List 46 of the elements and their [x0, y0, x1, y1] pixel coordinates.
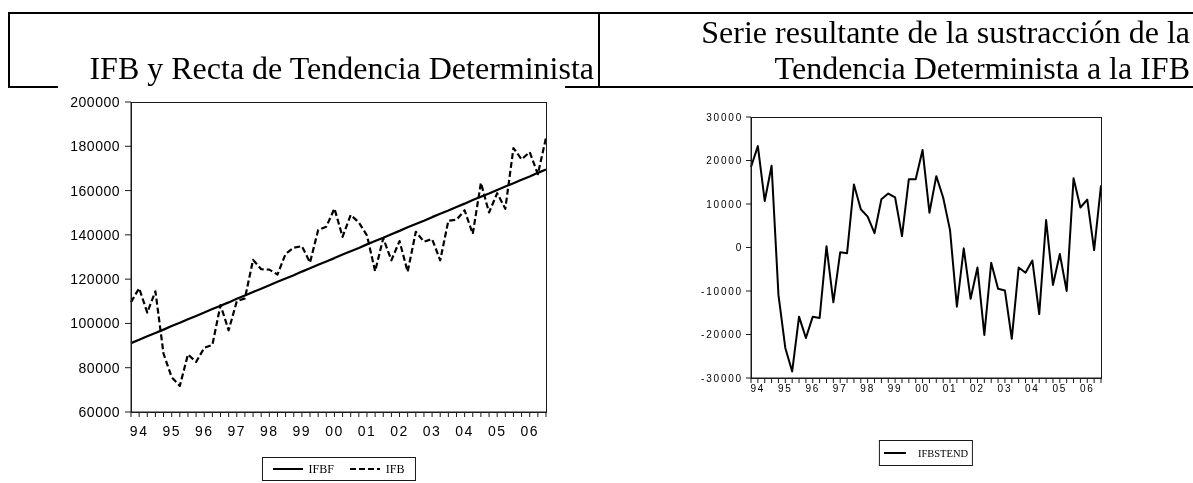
x-tick-label: 96: [805, 383, 821, 395]
x-tick-label: 00: [325, 422, 344, 439]
y-tick-label: 200000: [70, 93, 120, 110]
x-tick-label: 98: [860, 383, 876, 395]
legend-label: IFBF: [308, 461, 334, 477]
x-tick-label: 04: [455, 422, 474, 439]
x-tick-label: 96: [194, 422, 214, 439]
x-tick-label: 99: [887, 383, 903, 395]
x-tick-label: 02: [970, 383, 985, 395]
y-tick-label: 80000: [78, 359, 120, 376]
y-tick-label: -10000: [701, 285, 743, 297]
y-tick-label: 140000: [70, 226, 120, 243]
y-tick-label: 0: [735, 242, 743, 254]
y-tick-label: 160000: [70, 182, 120, 199]
x-tick-label: 06: [1079, 383, 1095, 395]
x-tick-label: 04: [1025, 383, 1040, 395]
x-tick-label: 94: [750, 383, 766, 395]
x-tick-label: 02: [390, 422, 409, 439]
x-tick-label: 00: [915, 383, 930, 395]
y-tick-label: 30000: [706, 111, 743, 123]
y-tick-label: 20000: [706, 155, 743, 167]
x-tick-label: 97: [832, 383, 848, 395]
x-tick-label: 98: [260, 422, 279, 439]
y-tick-label: -30000: [701, 372, 743, 384]
x-tick-label: 95: [162, 422, 181, 439]
x-tick-label: 97: [227, 422, 247, 439]
x-tick-label: 03: [997, 383, 1013, 395]
x-tick-label: 01: [357, 422, 377, 439]
x-tick-label: 05: [487, 422, 507, 439]
chart-title: IFB y Recta de Tendencia Determinista: [89, 50, 594, 86]
x-tick-label: 01: [942, 383, 958, 395]
x-tick-label: 06: [520, 422, 540, 439]
y-tick-label: 180000: [70, 138, 120, 155]
y-tick-label: 10000: [706, 198, 743, 210]
y-tick-label: 60000: [78, 403, 120, 420]
y-tick-label: 120000: [70, 271, 120, 288]
x-tick-label: 99: [292, 422, 312, 439]
x-tick-label: 05: [1052, 383, 1068, 395]
legend-label: IFB: [385, 461, 405, 477]
chart-title: Serie resultante de la sustracción de la Tendencia Determinista a la IFB: [701, 14, 1190, 86]
x-tick-label: 95: [777, 383, 793, 395]
y-tick-label: 100000: [70, 315, 120, 332]
x-tick-label: 03: [422, 422, 442, 439]
x-tick-label: 94: [129, 422, 149, 439]
legend-label: IFBSTEND: [917, 447, 969, 459]
y-tick-label: -20000: [701, 329, 743, 341]
